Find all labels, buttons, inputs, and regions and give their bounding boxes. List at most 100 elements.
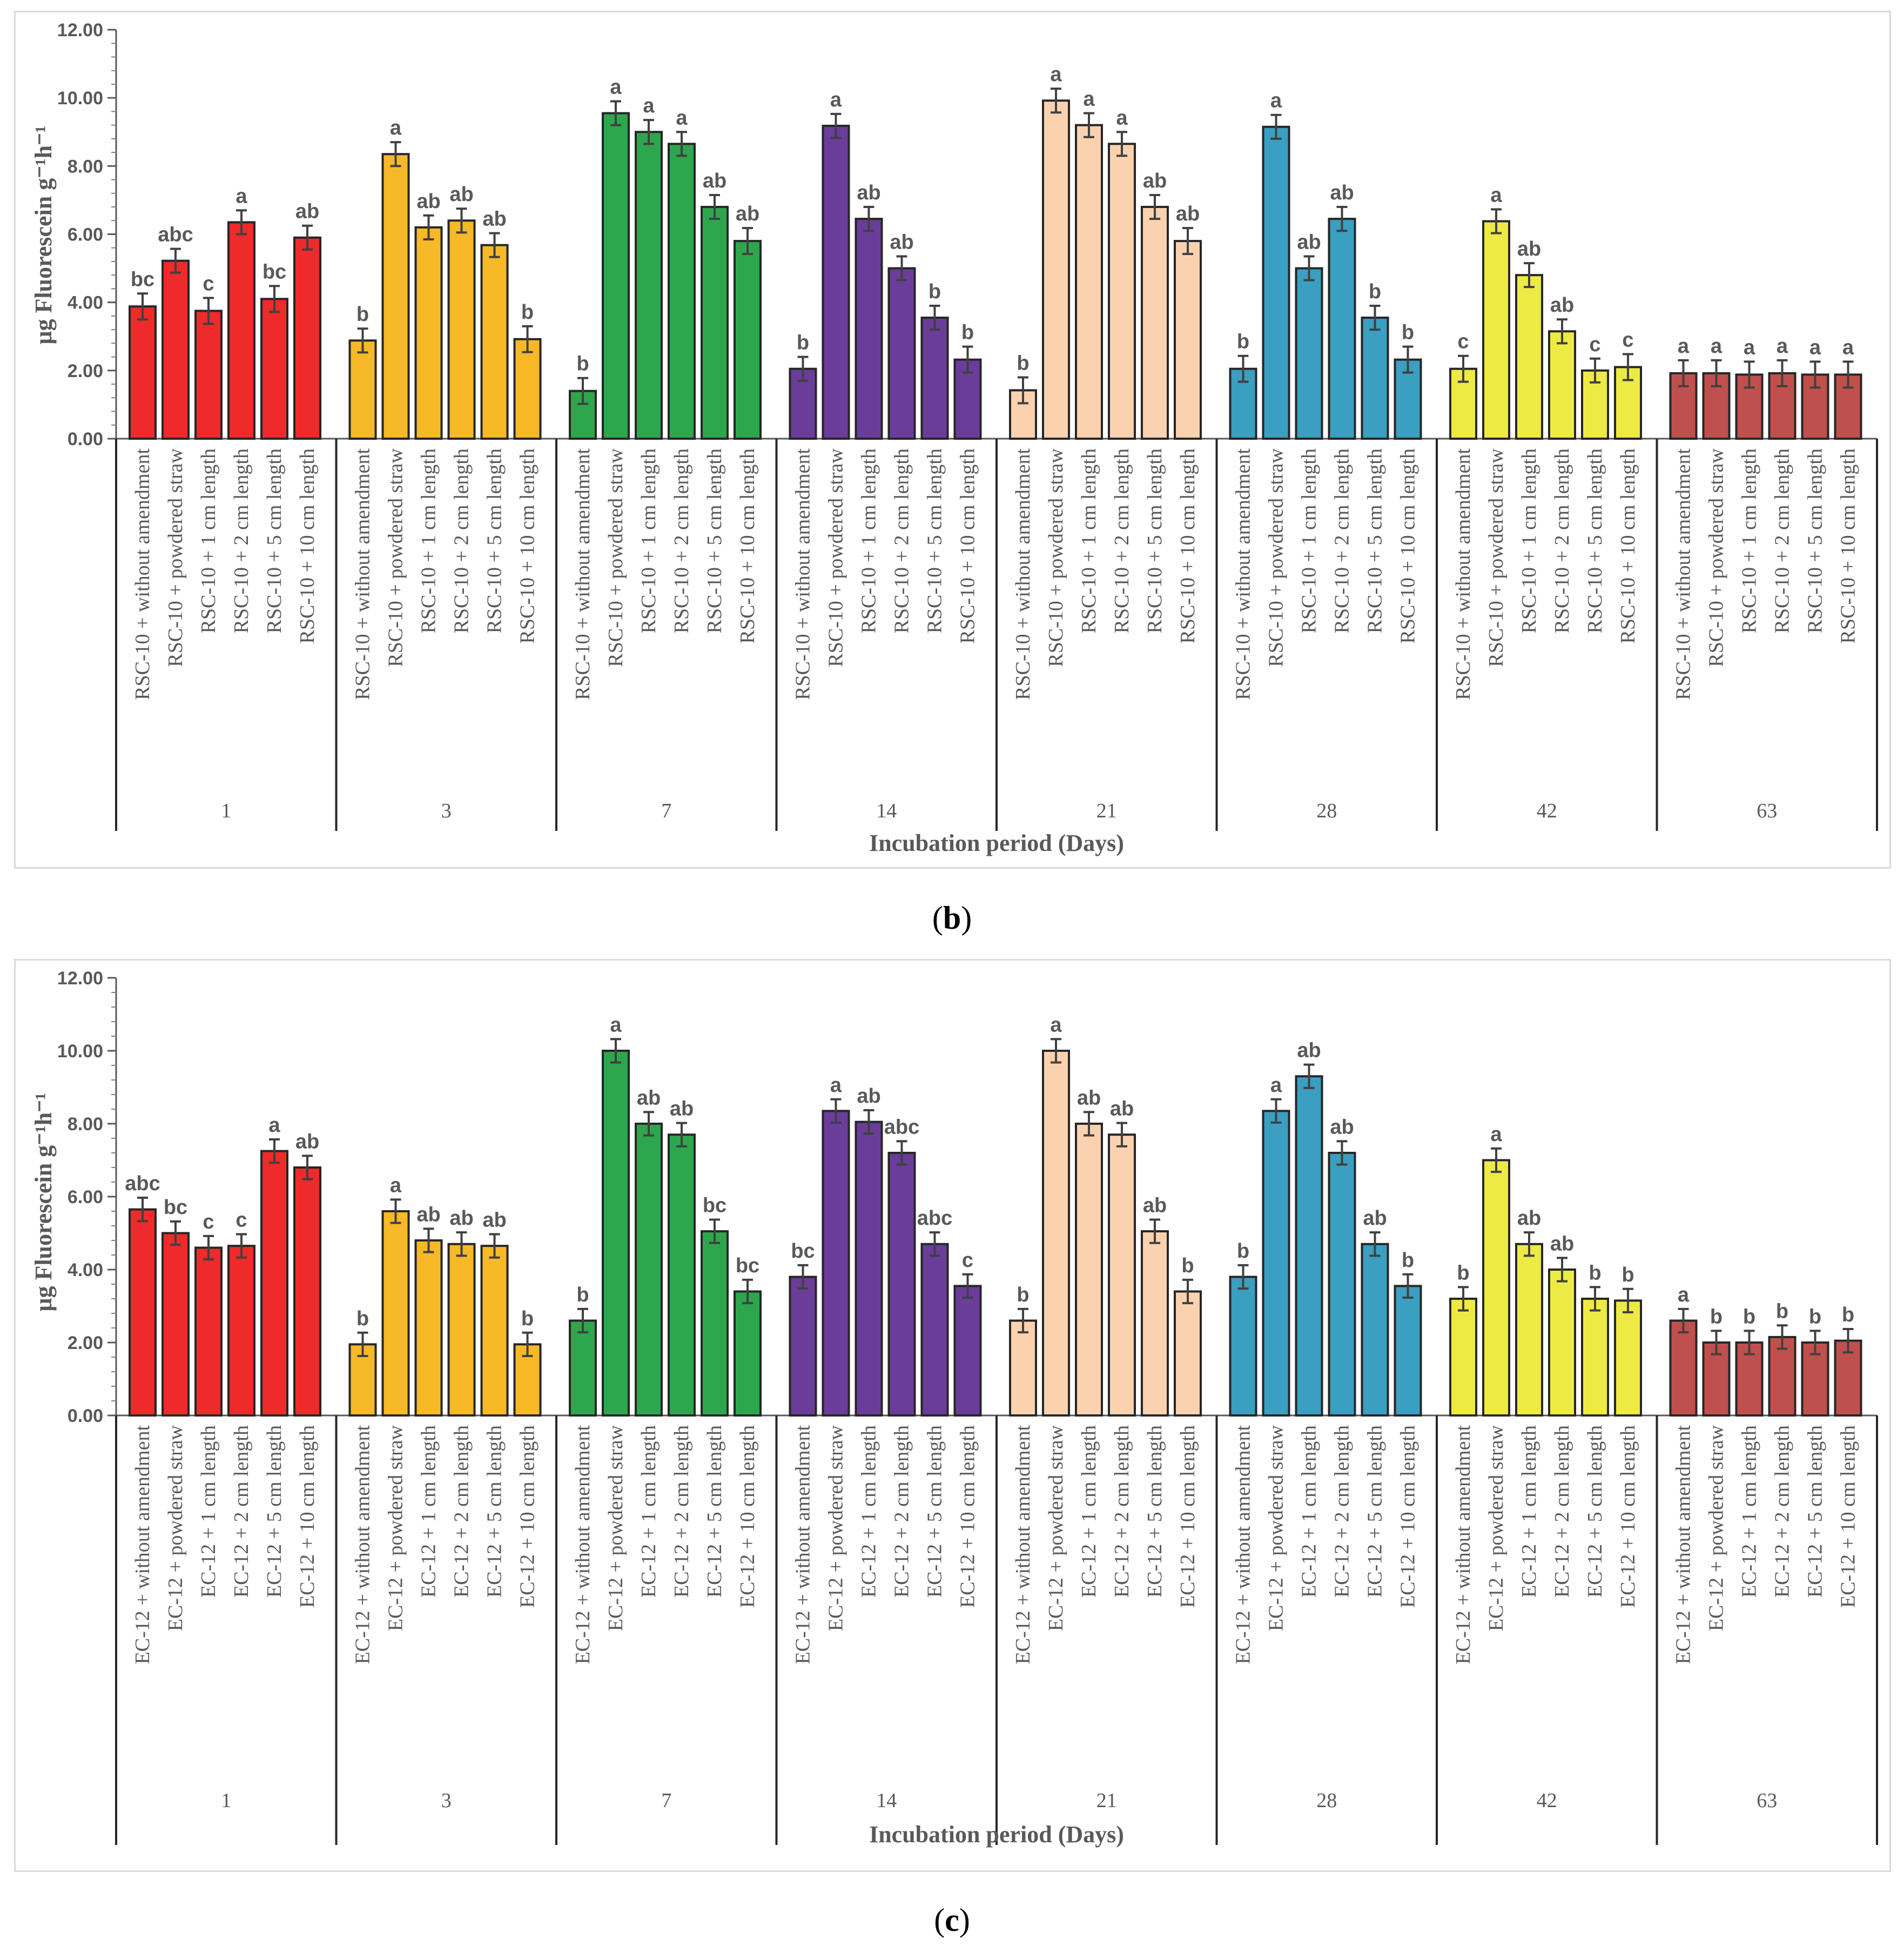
chart-canvas: 0.002.004.006.008.0010.0012.00μg Fluores… bbox=[0, 0, 1904, 1953]
significance-letter-c: b bbox=[576, 1284, 589, 1306]
significance-letter-c: c bbox=[236, 1209, 247, 1232]
category-label-b: RSC-10 + 10 cm length bbox=[736, 448, 759, 643]
bar-b-day7-6 bbox=[735, 241, 761, 439]
category-label-c: EC-12 + without amendment bbox=[352, 1425, 374, 1665]
bar-c-day7-2 bbox=[603, 1051, 629, 1415]
category-label-b: RSC-10 + 5 cm length bbox=[1804, 448, 1827, 633]
significance-letter-c: b bbox=[1017, 1284, 1029, 1306]
group-label-c-day14: 14 bbox=[876, 1789, 897, 1812]
significance-letter-c: ab bbox=[1363, 1207, 1387, 1230]
bar-b-day1-6 bbox=[294, 238, 320, 439]
category-label-b: RSC-10 + 2 cm length bbox=[1331, 448, 1354, 633]
significance-letter-c: ab bbox=[857, 1085, 880, 1108]
category-label-b: RSC-10 + powdered straw bbox=[1485, 448, 1508, 667]
significance-letter-b: ab bbox=[1176, 203, 1200, 225]
bar-b-day3-1 bbox=[350, 340, 376, 439]
significance-letter-c: ab bbox=[670, 1098, 694, 1120]
y-tick-label-c: 4.00 bbox=[68, 1260, 103, 1280]
group-label-c-day7: 7 bbox=[661, 1789, 671, 1812]
significance-letter-c: b bbox=[1743, 1305, 1755, 1328]
significance-letter-b: a bbox=[1744, 336, 1755, 359]
significance-letter-b: a bbox=[676, 106, 688, 129]
group-label-b-day63: 63 bbox=[1757, 800, 1777, 822]
category-label-c: EC-12 + 10 cm length bbox=[296, 1425, 319, 1608]
significance-letter-b: a bbox=[1711, 335, 1723, 358]
significance-letter-b: a bbox=[1842, 336, 1854, 359]
category-label-b: RSC-10 + 1 cm length bbox=[637, 448, 660, 633]
category-label-c: EC-12 + 1 cm length bbox=[1298, 1425, 1321, 1598]
category-label-c: EC-12 + 2 cm length bbox=[230, 1425, 253, 1598]
category-label-c: EC-12 + 1 cm length bbox=[1078, 1425, 1100, 1598]
category-label-b: RSC-10 + 10 cm length bbox=[1617, 448, 1639, 643]
category-label-b: RSC-10 + 5 cm length bbox=[1364, 448, 1387, 633]
significance-letter-b: a bbox=[1809, 336, 1821, 359]
bar-b-day42-3 bbox=[1516, 275, 1542, 439]
bar-c-day14-4 bbox=[889, 1153, 915, 1415]
y-axis-label-c: μg Fluorescein g⁻¹h⁻¹ bbox=[30, 1093, 57, 1312]
category-label-c: EC-12 + 1 cm length bbox=[418, 1425, 440, 1598]
significance-letter-c: bc bbox=[791, 1240, 815, 1263]
significance-letter-b: ab bbox=[1143, 170, 1167, 192]
category-label-c: EC-12 + 10 cm length bbox=[736, 1425, 759, 1608]
bar-b-day21-4 bbox=[1109, 144, 1135, 439]
bar-c-day1-5 bbox=[261, 1151, 287, 1415]
category-label-b: RSC-10 + without amendment bbox=[1232, 448, 1255, 700]
group-label-c-day21: 21 bbox=[1096, 1789, 1117, 1812]
significance-letter-c: a bbox=[268, 1114, 280, 1137]
category-label-c: EC-12 + 5 cm length bbox=[1143, 1425, 1166, 1598]
bar-b-day14-3 bbox=[856, 219, 882, 439]
category-label-c: EC-12 + 2 cm length bbox=[1331, 1425, 1354, 1598]
significance-letter-b: bc bbox=[131, 268, 154, 291]
bar-b-day21-3 bbox=[1076, 125, 1102, 439]
significance-letter-c: a bbox=[1490, 1123, 1502, 1146]
bar-b-day1-3 bbox=[196, 311, 221, 439]
bar-c-day28-1 bbox=[1230, 1277, 1256, 1416]
significance-letter-c: abc bbox=[917, 1207, 952, 1230]
significance-letter-b: b bbox=[1402, 321, 1414, 344]
bar-b-day1-2 bbox=[163, 261, 189, 439]
bar-c-day1-4 bbox=[228, 1246, 254, 1415]
bar-c-day21-2 bbox=[1043, 1051, 1069, 1415]
category-label-b: RSC-10 + 10 cm length bbox=[1397, 448, 1419, 643]
bar-c-day42-4 bbox=[1549, 1270, 1575, 1415]
y-tick-label-b: 12.00 bbox=[57, 20, 103, 41]
category-label-b: RSC-10 + without amendment bbox=[352, 448, 374, 700]
y-axis-label-b: μg Fluorescein g⁻¹h⁻¹ bbox=[30, 126, 57, 345]
group-label-b-day3: 3 bbox=[441, 800, 452, 822]
significance-letter-c: a bbox=[1050, 1014, 1062, 1036]
significance-letter-b: c bbox=[203, 272, 214, 295]
category-label-b: RSC-10 + 1 cm length bbox=[418, 448, 440, 633]
significance-letter-b: ab bbox=[857, 182, 880, 204]
significance-letter-c: ab bbox=[1110, 1098, 1134, 1120]
bar-b-day3-6 bbox=[515, 339, 541, 439]
bar-c-day1-3 bbox=[196, 1248, 221, 1416]
category-label-b: RSC-10 + 5 cm length bbox=[703, 448, 726, 633]
y-tick-label-c: 12.00 bbox=[57, 968, 103, 989]
category-label-c: EC-12 + 10 cm length bbox=[957, 1425, 979, 1608]
significance-letter-c: a bbox=[610, 1014, 622, 1036]
significance-letter-c: ab bbox=[1143, 1194, 1167, 1217]
bar-c-day14-5 bbox=[922, 1244, 948, 1415]
group-label-c-day28: 28 bbox=[1316, 1789, 1337, 1812]
bar-c-day21-3 bbox=[1076, 1124, 1102, 1415]
category-label-b: RSC-10 + without amendment bbox=[131, 448, 154, 700]
bar-b-day14-4 bbox=[889, 269, 915, 439]
significance-letter-c: a bbox=[1678, 1284, 1690, 1306]
category-label-b: RSC-10 + 1 cm length bbox=[1298, 448, 1321, 633]
significance-letter-c: b bbox=[1589, 1261, 1601, 1284]
bar-c-day63-1 bbox=[1671, 1321, 1697, 1416]
bar-b-day3-2 bbox=[383, 154, 409, 439]
bar-c-day21-1 bbox=[1010, 1321, 1036, 1416]
significance-letter-b: ab bbox=[295, 200, 319, 223]
significance-letter-b: a bbox=[1678, 335, 1690, 358]
category-label-b: RSC-10 + 5 cm length bbox=[1143, 448, 1166, 633]
significance-letter-b: b bbox=[521, 301, 534, 324]
bar-c-day21-6 bbox=[1175, 1292, 1201, 1416]
bar-c-day3-5 bbox=[482, 1246, 508, 1415]
category-label-c: EC-12 + without amendment bbox=[792, 1425, 815, 1665]
significance-letter-c: b bbox=[1842, 1304, 1854, 1326]
category-label-b: RSC-10 + 5 cm length bbox=[263, 448, 286, 633]
significance-letter-c: b bbox=[1710, 1305, 1723, 1328]
y-tick-label-c: 6.00 bbox=[68, 1187, 103, 1207]
bar-c-day14-3 bbox=[856, 1122, 882, 1415]
